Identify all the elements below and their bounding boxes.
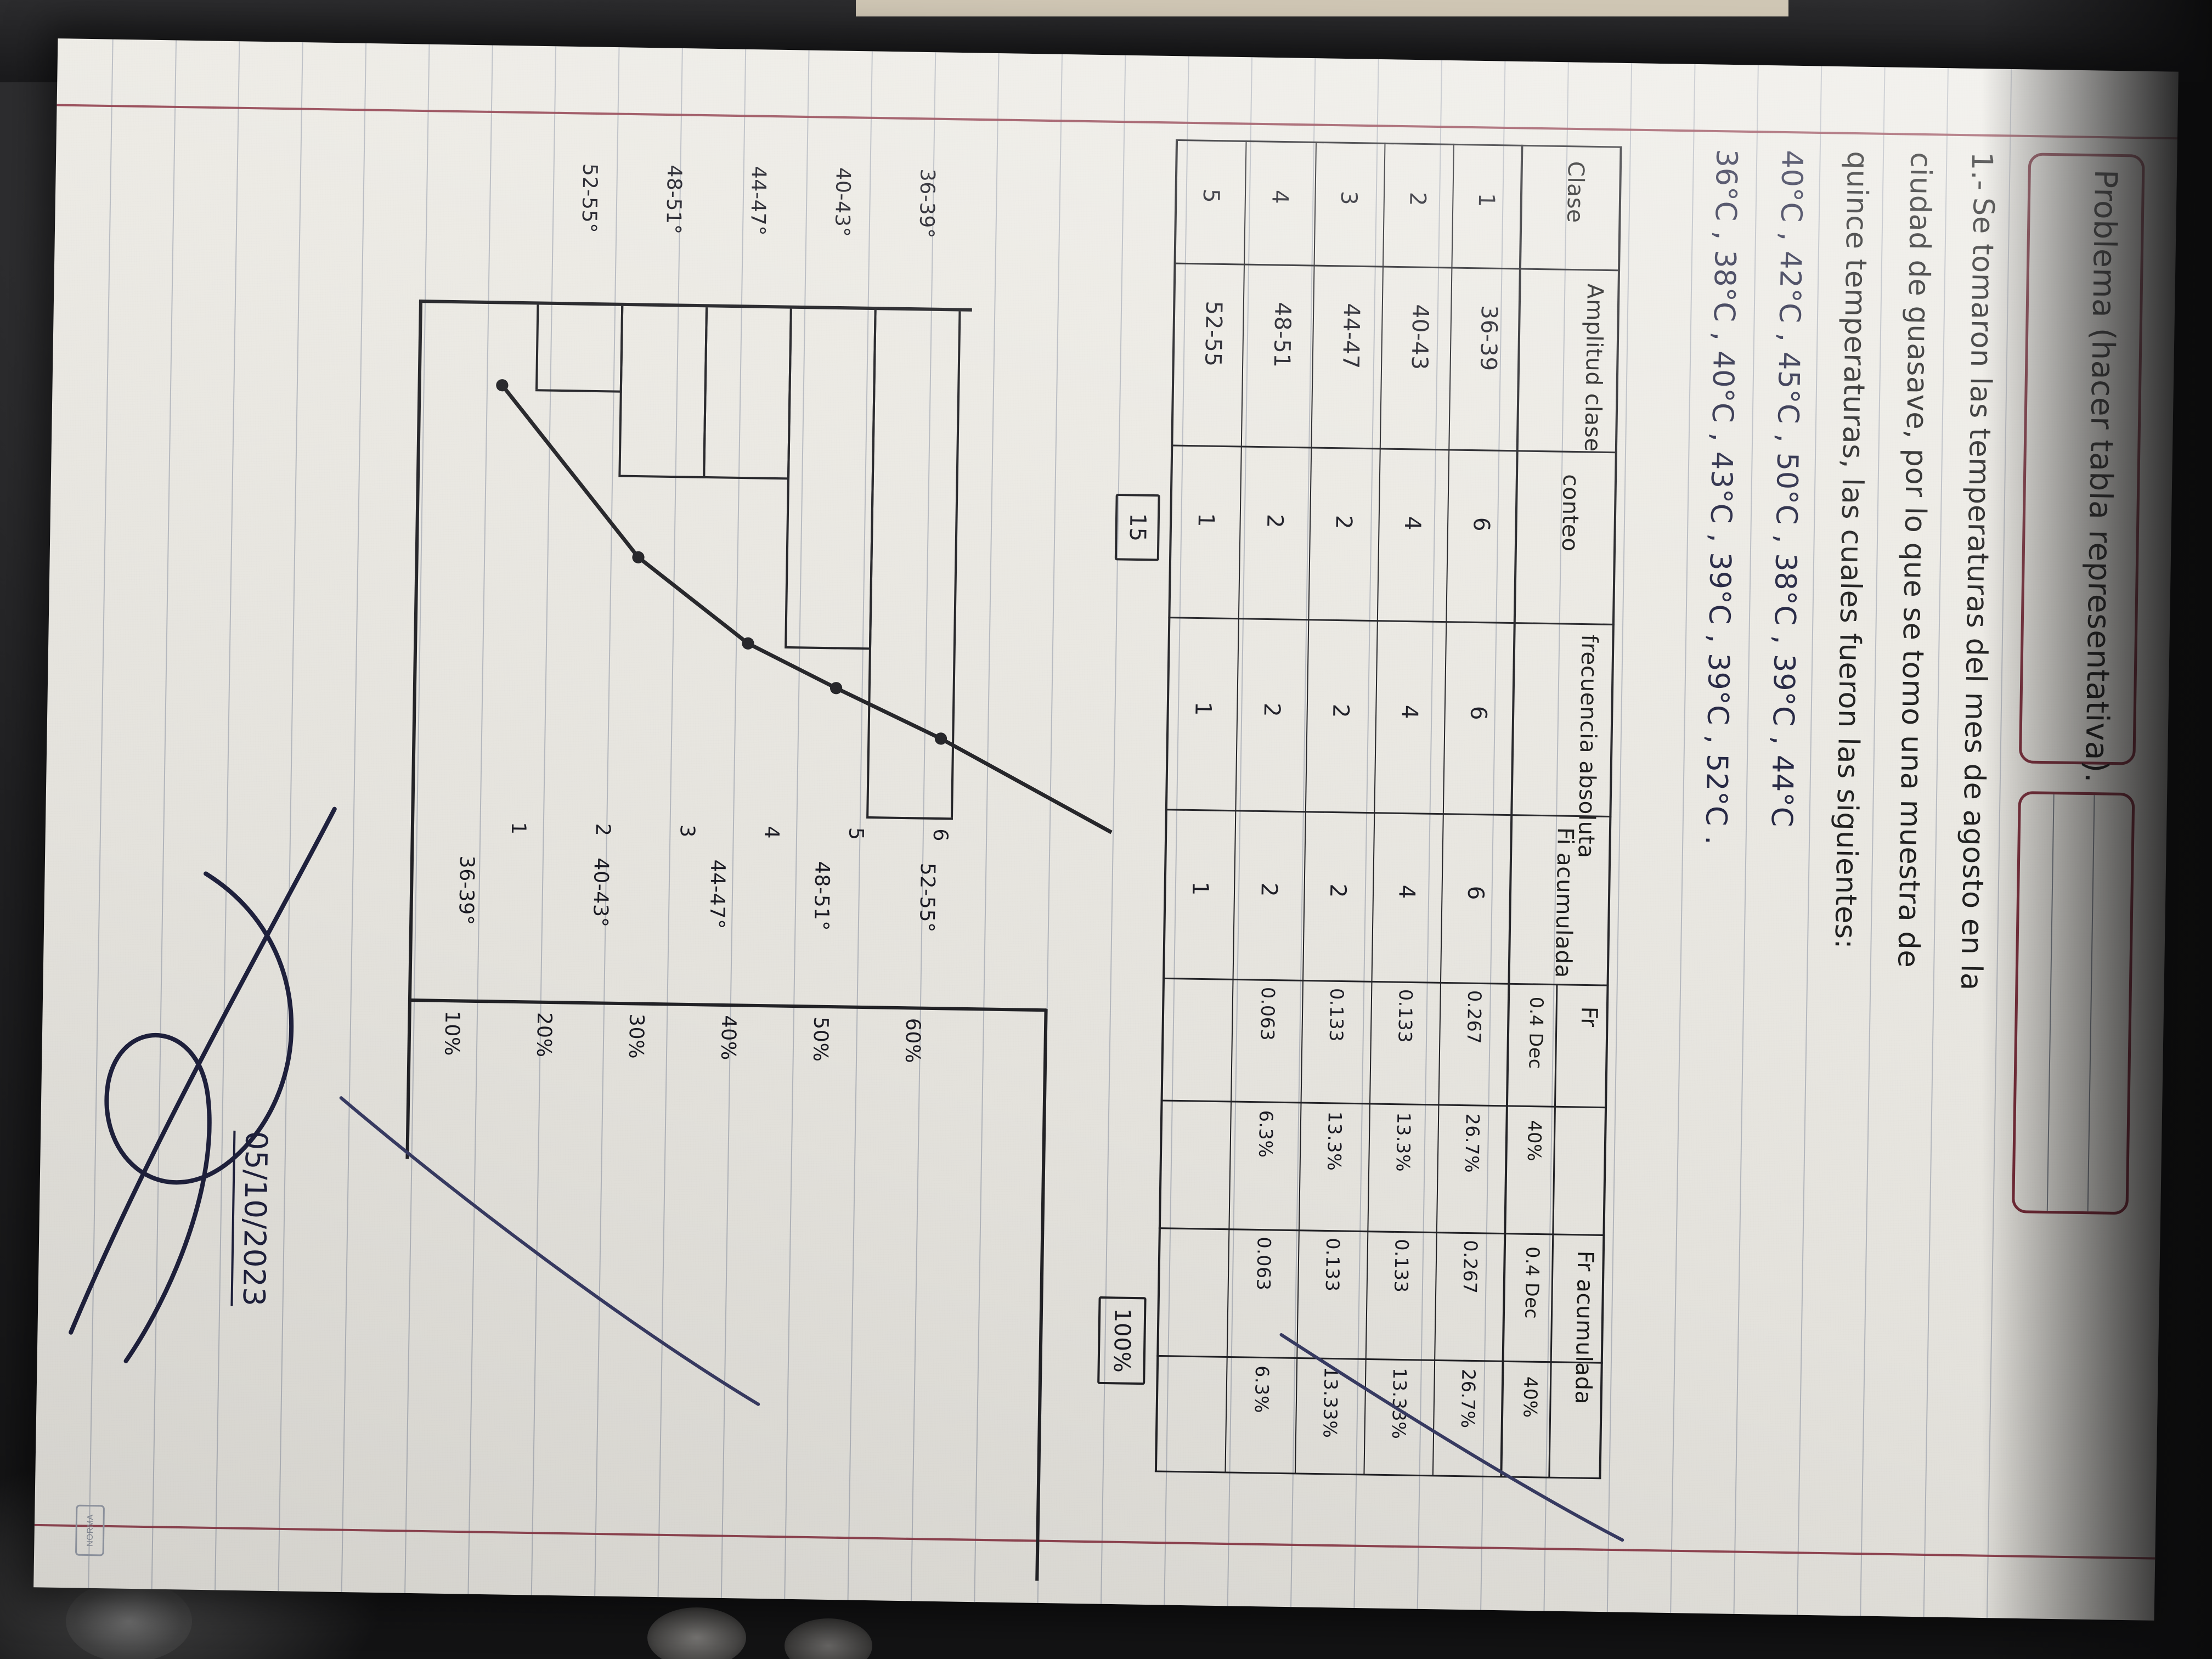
brand-stamp: NORMA [75,1504,105,1556]
ogive-point-1 [496,379,509,392]
ogive-tail [940,737,1113,834]
ogive-point-2 [632,551,645,563]
ogive-plot-svg [409,379,1113,1012]
photo-vignette-right [1982,0,2212,1659]
signature-stroke-1 [104,871,294,1363]
signature-stroke-3 [339,1096,760,1406]
signature-svg [69,806,1624,1542]
desk-object-center [647,1607,746,1659]
signature-stroke-4 [1279,1333,1624,1542]
notebook-page: Problema (hacer tabla representativa). 1… [33,38,2179,1621]
desk-object-left [66,1580,192,1659]
beige-surface-strip [856,0,1788,16]
ogive-y-axis [409,998,1047,1012]
ogive-point-4 [830,682,843,695]
desk-object-center-right [785,1618,872,1659]
ogive-point-3 [742,637,754,650]
signature-stroke-2 [69,806,337,1335]
